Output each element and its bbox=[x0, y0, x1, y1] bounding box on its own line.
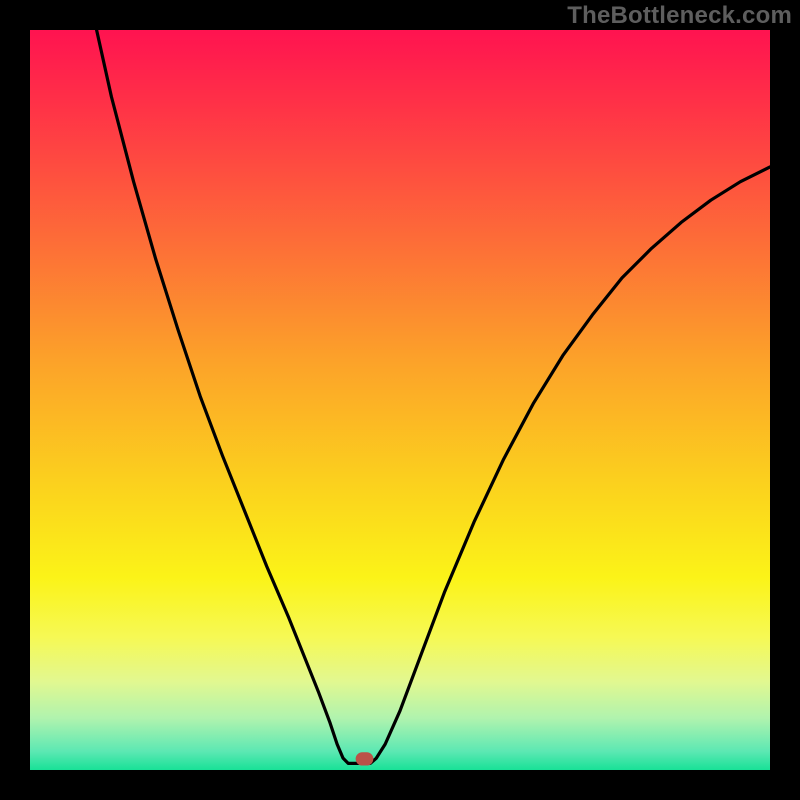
plot-background bbox=[30, 30, 770, 770]
watermark-text: TheBottleneck.com bbox=[567, 2, 792, 30]
bottleneck-curve-chart bbox=[0, 0, 800, 800]
optimal-point-marker bbox=[356, 752, 374, 765]
chart-frame: TheBottleneck.com bbox=[0, 0, 800, 800]
